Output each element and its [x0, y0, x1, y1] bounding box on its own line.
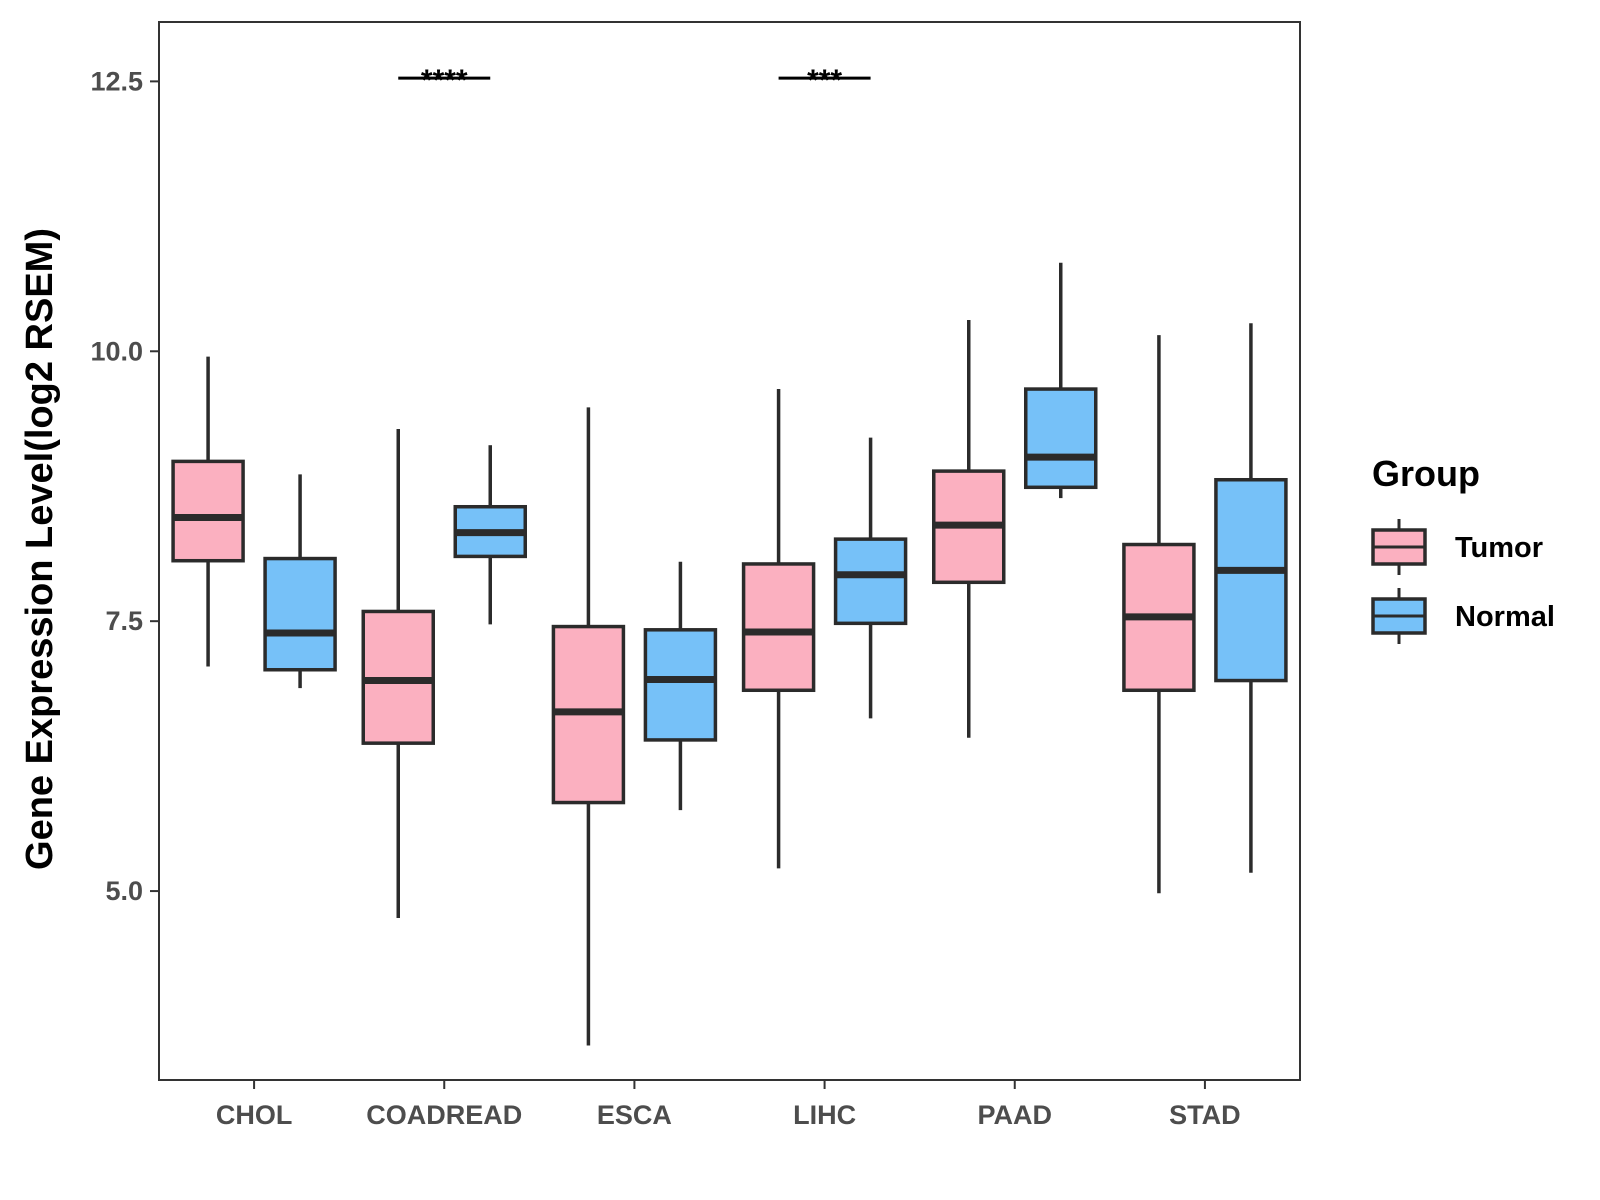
y-tick-label: 7.5 — [105, 606, 143, 636]
legend-label-tumor: Tumor — [1455, 532, 1543, 564]
box-tumor-stad — [1122, 335, 1196, 894]
significance-coadread: **** — [398, 64, 491, 97]
box-tumor-chol — [171, 356, 245, 667]
x-tick-label-stad: STAD — [1169, 1100, 1241, 1130]
box-normal-coadread — [453, 445, 527, 625]
box-tumor-lihc — [741, 389, 816, 869]
legend-label-normal: Normal — [1455, 601, 1555, 633]
legend-item-tumor: Tumor — [1371, 519, 1543, 575]
box-normal-chol — [263, 474, 337, 689]
x-tick-label-esca: ESCA — [597, 1100, 672, 1130]
legend-item-normal: Normal — [1371, 588, 1555, 644]
significance-label: **** — [421, 64, 468, 97]
legend-title: Group — [1372, 453, 1480, 494]
y-tick-label: 5.0 — [105, 876, 143, 906]
box-normal-paad — [1024, 262, 1098, 499]
box-normal-lihc — [833, 437, 908, 719]
x-tick-label-paad: PAAD — [977, 1100, 1052, 1130]
x-tick-label-coadread: COADREAD — [366, 1100, 522, 1130]
y-axis-title: Gene Expression Level(log2 RSEM) — [19, 228, 61, 870]
significance-label: *** — [807, 64, 842, 97]
x-tick-label-chol: CHOL — [216, 1100, 293, 1130]
legend: Group Tumor Normal — [1371, 453, 1555, 644]
y-axis: 5.0 7.5 10.0 12.5 — [90, 22, 160, 1080]
y-tick-label: 12.5 — [90, 66, 143, 96]
x-axis: CHOL COADREAD ESCA LIHC PAAD STAD — [216, 1080, 1241, 1130]
box-body — [1214, 477, 1288, 683]
box-normal-stad — [1214, 323, 1288, 873]
significance-lihc: *** — [778, 64, 871, 97]
box-tumor-coadread — [361, 429, 435, 919]
box-body — [833, 537, 908, 626]
box-body — [1024, 387, 1098, 490]
box-tumor-paad — [932, 319, 1006, 738]
box-body — [741, 562, 816, 693]
box-normal-esca — [643, 561, 718, 811]
box-tumor-esca — [551, 407, 626, 1046]
y-tick-label: 10.0 — [90, 336, 143, 366]
box-body — [263, 556, 337, 672]
box-body — [171, 459, 245, 563]
x-tick-label-lihc: LIHC — [793, 1100, 856, 1130]
box-body — [643, 628, 718, 742]
significance-layer: **** *** — [398, 64, 871, 97]
boxes-layer — [171, 262, 1288, 1046]
